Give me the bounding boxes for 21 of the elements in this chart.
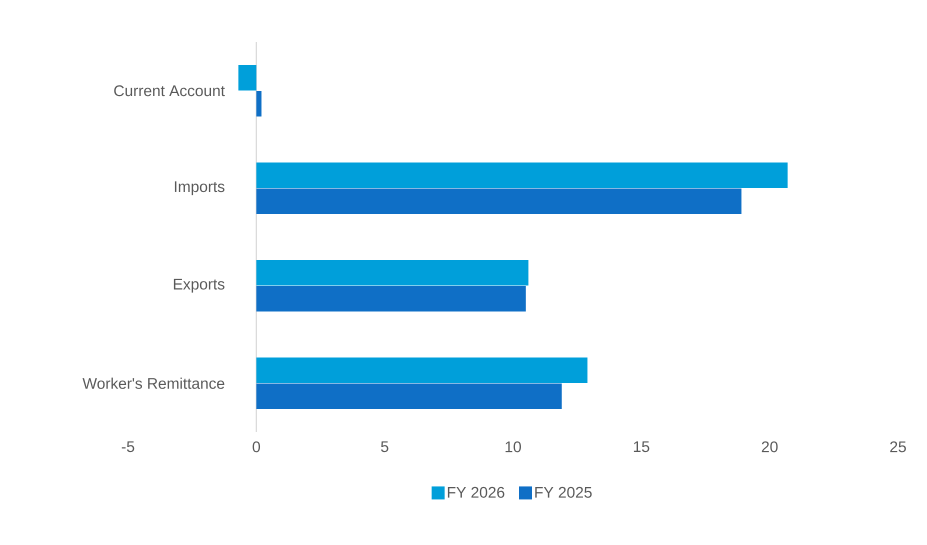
x-tick-label: 5 [381,441,388,452]
bar [256,162,788,188]
bar [256,357,588,383]
bar [256,90,262,116]
legend-label: FY 2025 [535,486,592,498]
x-tick-label: -5 [122,441,134,452]
x-tick-label: 0 [252,441,260,452]
x-tick-label: 20 [762,441,778,452]
x-tick-label: 25 [890,441,906,452]
y-tick-label: Imports [174,181,224,196]
bar [238,64,256,90]
y-tick-label: Exports [174,278,224,293]
x-tick-label: 10 [506,441,521,452]
bar [256,383,562,409]
legend-label: FY 2026 [448,486,504,498]
y-tick-label: Current Account [114,85,225,96]
x-tick-label: 15 [634,441,650,452]
bar [256,188,742,214]
bar [256,286,526,312]
bar [256,260,528,286]
y-tick-label: Worker's Remittance [82,378,224,389]
